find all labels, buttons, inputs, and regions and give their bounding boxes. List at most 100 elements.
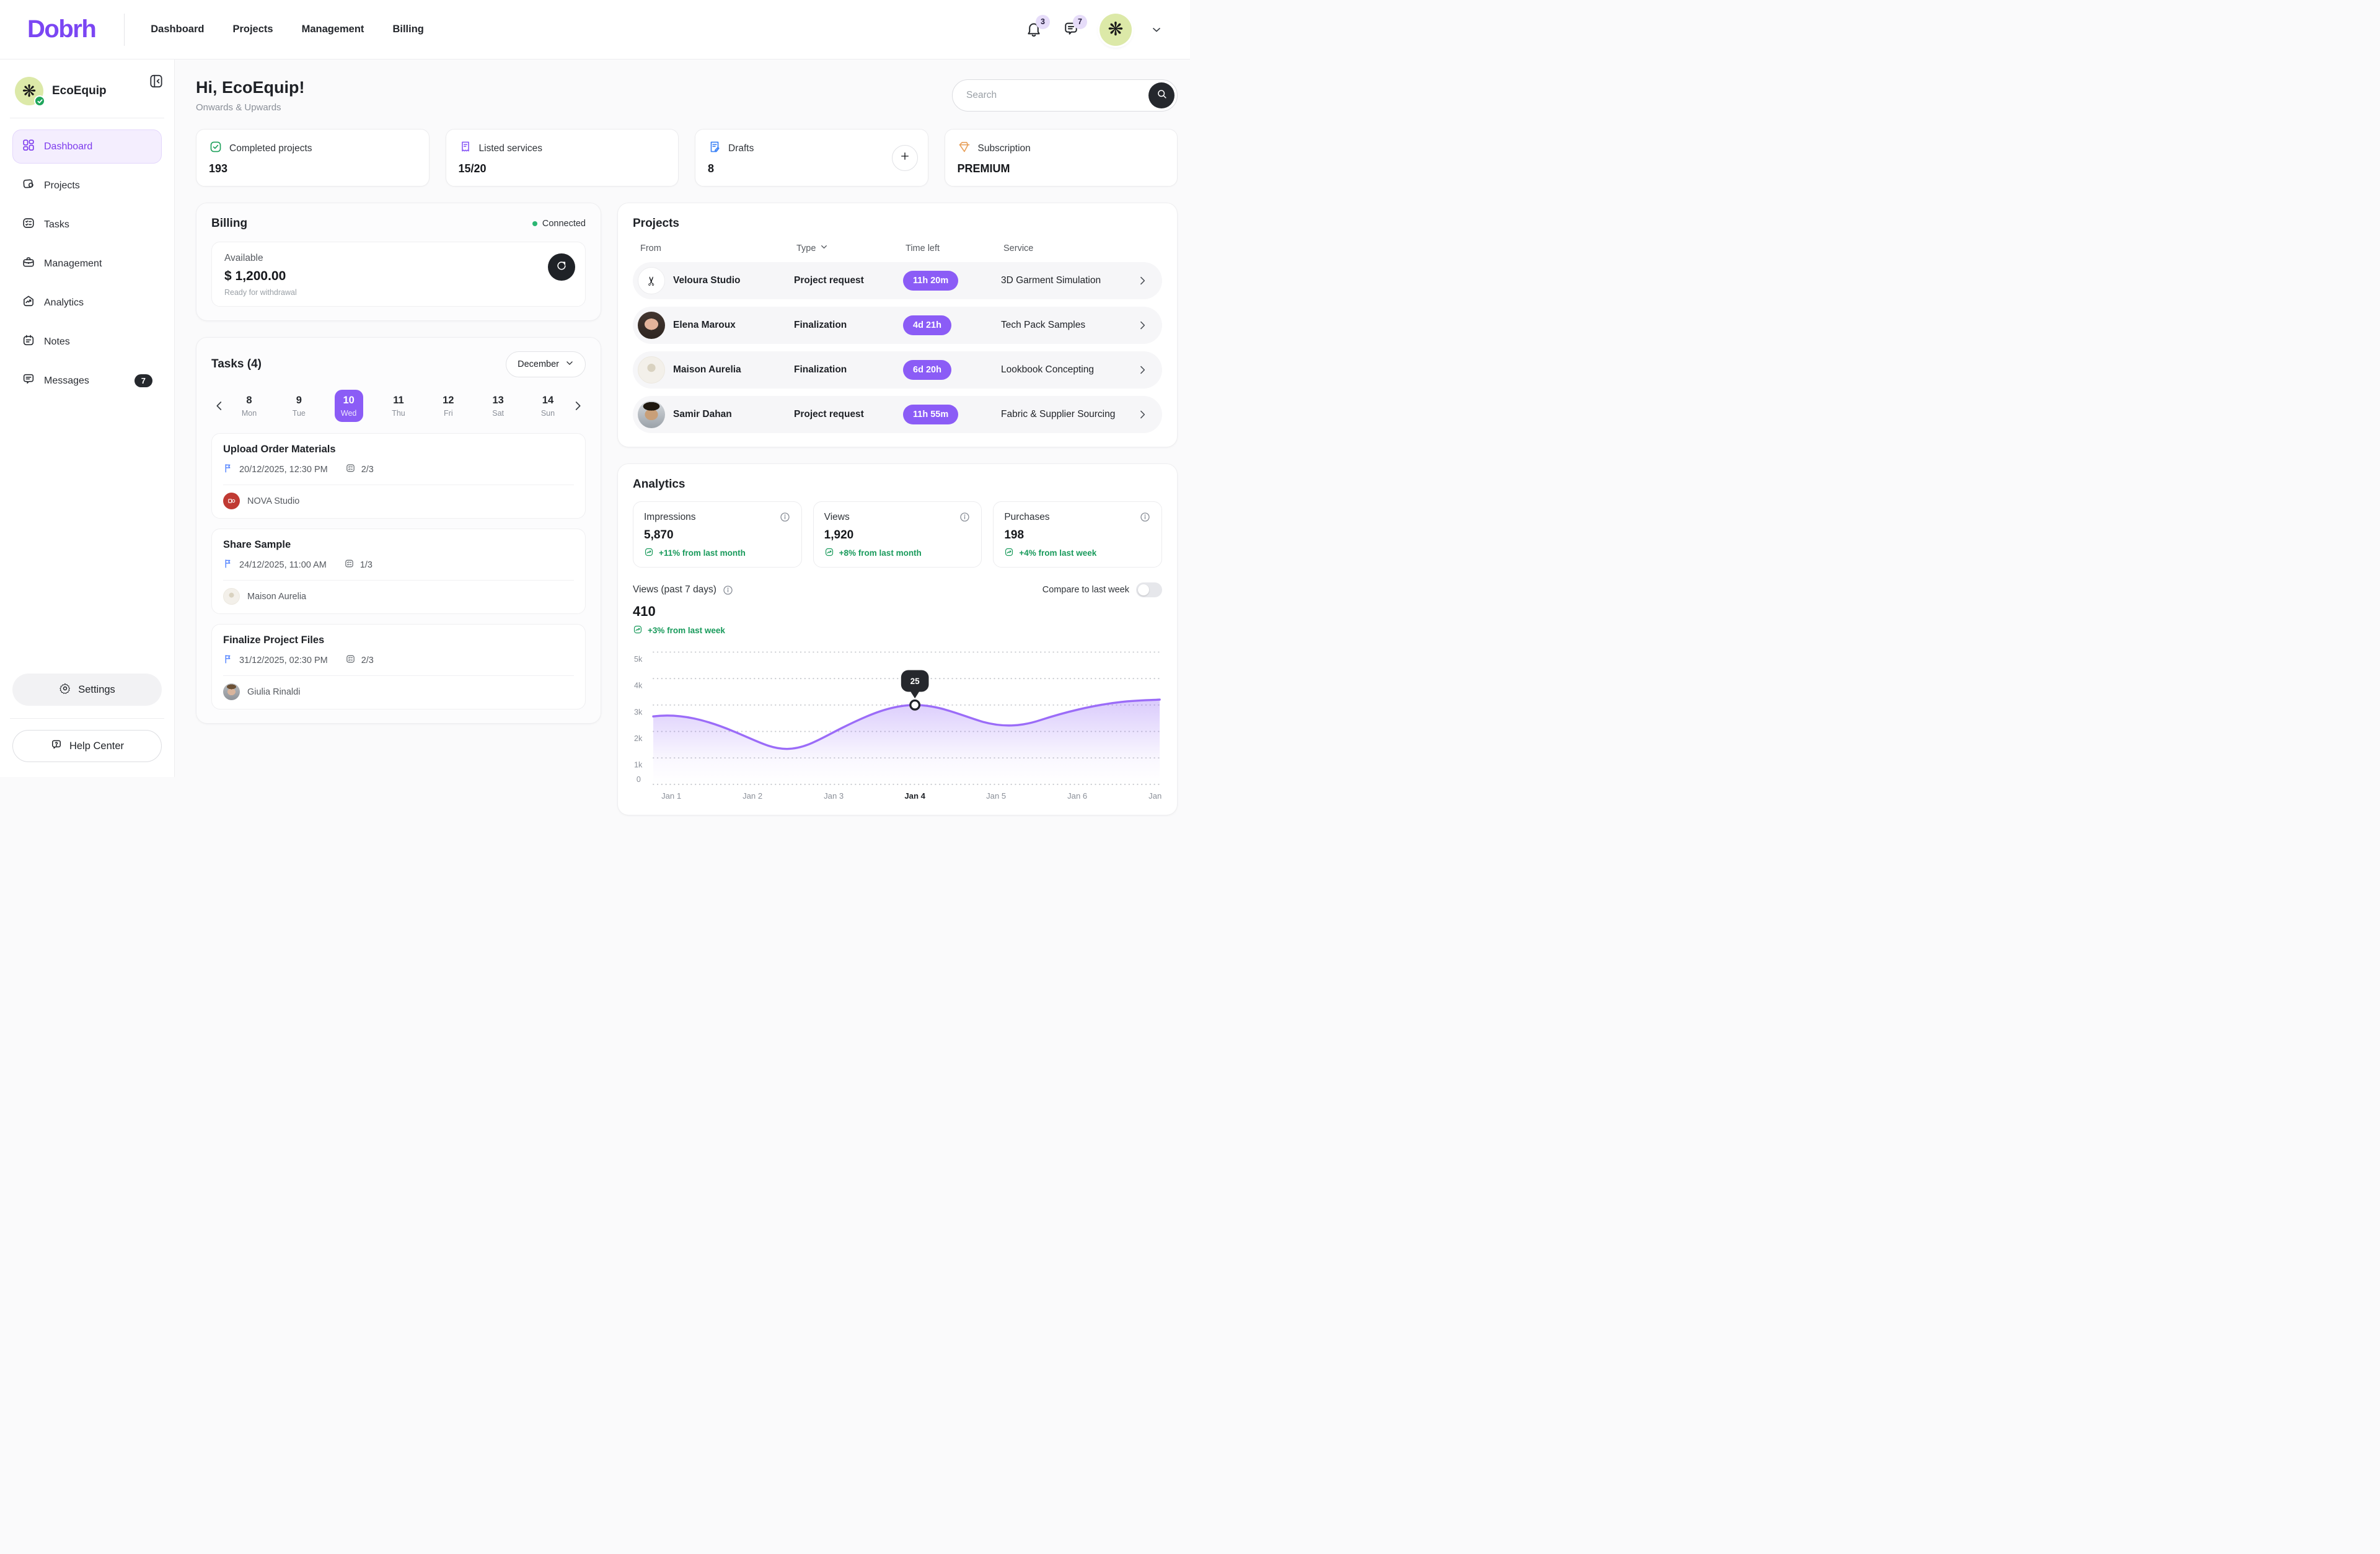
nav-projects[interactable]: Projects <box>232 24 273 35</box>
day-cell[interactable]: 12 Fri <box>434 390 462 422</box>
sidebar-item-projects[interactable]: Projects <box>12 169 162 203</box>
trend-up-icon <box>1004 547 1014 559</box>
chevron-down-icon <box>820 243 828 253</box>
time-left-pill: 11h 20m <box>903 271 959 291</box>
bell-icon <box>1025 23 1042 40</box>
gem-icon <box>958 140 971 157</box>
column-type-sort[interactable]: Type <box>796 243 906 253</box>
balance-card: Available $ 1,200.00 Ready for withdrawa… <box>211 242 586 307</box>
sidebar-item-messages[interactable]: Messages 7 <box>12 364 162 398</box>
column-time-left: Time left <box>906 243 940 253</box>
svg-text:Jan 1: Jan 1 <box>661 791 681 801</box>
withdraw-button[interactable] <box>548 253 575 281</box>
projects-rows: ✂ Veloura Studio Project request 11h 20m… <box>633 262 1162 433</box>
sidebar-item-tasks[interactable]: Tasks <box>12 208 162 242</box>
search-input[interactable] <box>952 79 1178 112</box>
workspace-header[interactable]: ❋ EcoEquip <box>12 76 162 107</box>
messages-count-badge: 7 <box>134 374 152 387</box>
day-name: Sun <box>540 409 555 418</box>
analytics-trend-icon <box>22 294 35 311</box>
day-number: 13 <box>492 395 504 406</box>
veloura-studio-avatar: ✂ <box>638 267 665 294</box>
task-item[interactable]: Share Sample 24/12/2025, 11:00 AM <box>211 529 586 614</box>
day-cell[interactable]: 9 Tue <box>284 390 313 422</box>
area-fill <box>653 700 1160 784</box>
task-item[interactable]: Finalize Project Files 31/12/2025, 02:30… <box>211 624 586 709</box>
profile-chevron-down-icon[interactable] <box>1150 24 1163 36</box>
project-row[interactable]: Samir Dahan Project request 11h 55m Fabr… <box>633 396 1162 433</box>
sidebar-item-management[interactable]: Management <box>12 247 162 281</box>
day-name: Mon <box>241 409 257 418</box>
prev-week-chevron-icon[interactable] <box>213 399 226 413</box>
time-left-pill: 4d 21h <box>903 315 951 335</box>
sidebar-item-analytics[interactable]: Analytics <box>12 286 162 320</box>
data-point-marker[interactable] <box>909 699 921 711</box>
stat-label: Drafts <box>728 143 754 154</box>
info-icon[interactable] <box>1139 511 1151 523</box>
trend-up-icon <box>824 547 834 559</box>
toggle-knob <box>1138 584 1149 595</box>
project-row[interactable]: ✂ Veloura Studio Project request 11h 20m… <box>633 262 1162 299</box>
svg-text:2k: 2k <box>634 734 643 743</box>
add-draft-button[interactable] <box>891 144 918 171</box>
info-icon[interactable] <box>959 511 971 523</box>
stat-value: 15/20 <box>458 162 487 175</box>
notes-icon <box>22 333 35 350</box>
chevron-down-icon <box>565 359 574 370</box>
help-center-label: Help Center <box>69 740 125 752</box>
sidebar-item-notes[interactable]: Notes <box>12 325 162 359</box>
day-cell-selected[interactable]: 10 Wed <box>334 390 363 422</box>
stat-card-completed-projects: Completed projects 193 <box>196 129 430 187</box>
analytics-title: Analytics <box>633 478 685 491</box>
project-from: Maison Aurelia <box>673 364 741 375</box>
svg-text:5k: 5k <box>634 655 643 664</box>
sidebar-collapse-icon[interactable] <box>148 73 164 89</box>
compare-toggle[interactable] <box>1136 582 1162 597</box>
nav-dashboard[interactable]: Dashboard <box>151 24 205 35</box>
maison-aurelia-logo <box>223 588 240 605</box>
sidebar-item-label: Analytics <box>44 297 84 308</box>
task-item[interactable]: Upload Order Materials 20/12/2025, 12:30… <box>211 433 586 519</box>
messages-bubble-icon <box>22 372 35 389</box>
task-list: Upload Order Materials 20/12/2025, 12:30… <box>211 433 586 709</box>
receipt-icon <box>459 140 472 157</box>
compare-label: Compare to last week <box>1042 585 1129 595</box>
messages-button[interactable]: 7 <box>1062 14 1087 40</box>
day-number: 14 <box>542 395 554 406</box>
help-center-button[interactable]: Help Center <box>12 730 162 762</box>
purchases-card: Purchases 198 <box>993 501 1162 568</box>
day-cell[interactable]: 8 Mon <box>235 390 263 422</box>
project-type: Project request <box>794 275 864 286</box>
sidebar-footer: Settings Help Center <box>10 674 164 762</box>
search-button[interactable] <box>1148 82 1175 108</box>
analytics-stat-cards: Impressions 5,870 <box>633 501 1162 568</box>
metric-value: 5,870 <box>644 529 674 542</box>
projects-table-header: From Type Time left Service <box>633 243 1162 253</box>
project-row[interactable]: Elena Maroux Finalization 4d 21h Tech Pa… <box>633 307 1162 344</box>
sidebar-item-dashboard[interactable]: Dashboard <box>12 130 162 164</box>
nav-billing[interactable]: Billing <box>392 24 424 35</box>
month-dropdown[interactable]: December <box>506 351 586 377</box>
day-cell[interactable]: 14 Sun <box>534 390 562 422</box>
user-avatar[interactable]: ❋ <box>1100 13 1132 46</box>
day-cell[interactable]: 13 Sat <box>484 390 513 422</box>
chat-icon <box>1062 22 1080 40</box>
stat-card-listed-services: Listed services 15/20 <box>445 129 679 187</box>
notifications-button[interactable]: 3 <box>1025 14 1050 40</box>
project-row[interactable]: Maison Aurelia Finalization 6d 20h Lookb… <box>633 351 1162 388</box>
task-progress: 1/3 <box>359 560 372 570</box>
metric-label: Views <box>824 511 850 522</box>
day-cell[interactable]: 11 Thu <box>384 390 413 422</box>
nav-management[interactable]: Management <box>301 24 364 35</box>
info-icon[interactable] <box>779 511 791 523</box>
main-content: Hi, EcoEquip! Onwards & Upwards <box>175 59 1190 816</box>
available-note: Ready for withdrawal <box>224 288 297 297</box>
day-number: 11 <box>393 395 404 406</box>
month-label: December <box>518 359 559 369</box>
x-axis-labels: Jan 1 Jan 2 Jan 3 Jan 4 Jan 5 Jan 6 Jan … <box>661 791 1162 801</box>
settings-button[interactable]: Settings <box>12 674 162 706</box>
next-week-chevron-icon[interactable] <box>571 399 584 413</box>
project-type: Project request <box>794 409 864 419</box>
chart-tooltip: 25 <box>901 670 929 699</box>
info-icon[interactable] <box>722 584 734 596</box>
